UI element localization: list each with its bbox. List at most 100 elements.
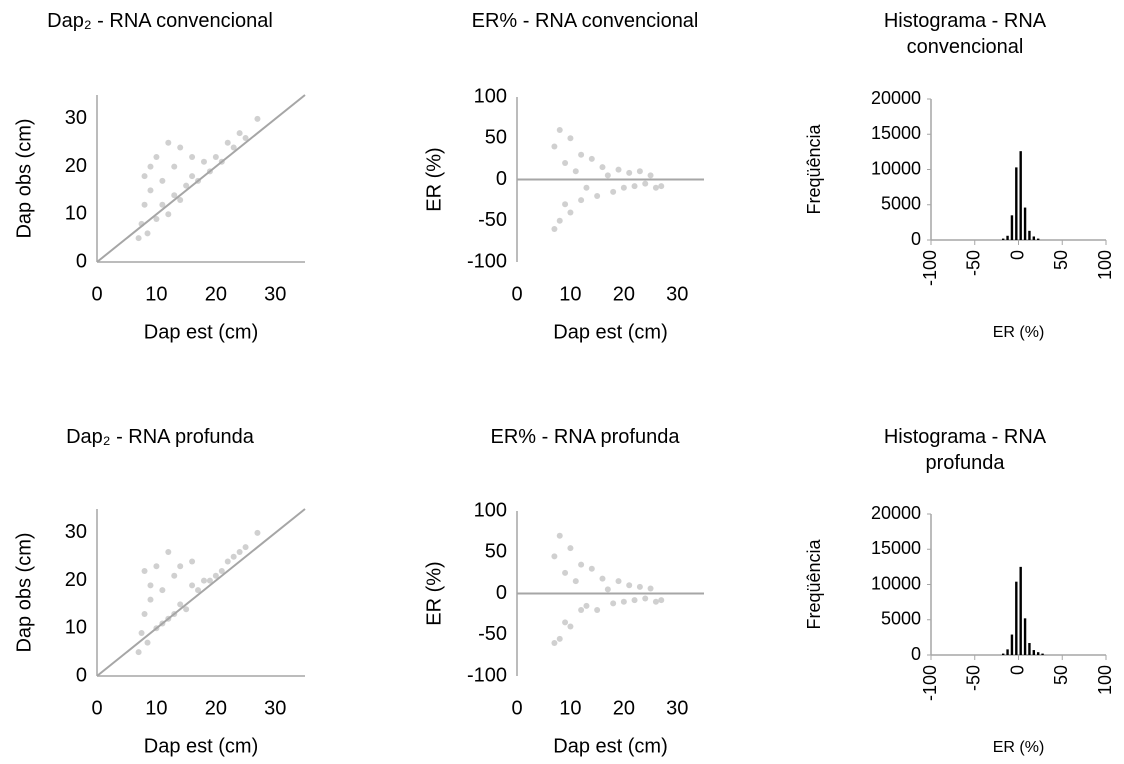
point <box>620 598 627 605</box>
x-tick-label: 10 <box>559 283 581 305</box>
point <box>599 164 606 171</box>
x-tick-label: 20 <box>205 283 227 305</box>
y-tick-label: 20 <box>65 155 87 177</box>
chart-title: Histograma - RNA convencional <box>883 10 1047 58</box>
x-tick-label: 0 <box>1007 250 1027 260</box>
bar <box>1023 618 1027 655</box>
x-tick-label: 10 <box>145 283 167 305</box>
point <box>562 619 569 626</box>
point <box>144 639 151 646</box>
point <box>189 173 196 180</box>
identity-line <box>96 508 306 677</box>
y-tick-label: 0 <box>76 250 87 272</box>
x-tick-label: 50 <box>1051 250 1071 270</box>
point <box>147 163 154 170</box>
point <box>562 569 569 576</box>
point <box>551 640 558 646</box>
point <box>588 155 595 162</box>
x-tick-label: 10 <box>559 697 581 719</box>
point <box>171 163 178 170</box>
y-axis-label: ER (%) <box>423 147 445 211</box>
point <box>567 135 574 142</box>
point <box>652 184 659 191</box>
point <box>610 188 617 195</box>
point <box>171 572 178 579</box>
bar <box>1019 151 1022 240</box>
point <box>642 595 649 602</box>
y-tick-label: 10000 <box>871 158 921 178</box>
y-tick-label: 10 <box>65 203 87 225</box>
x-tick-label: 100 <box>1095 250 1115 280</box>
point <box>254 529 261 536</box>
chart-title: Histograma - RNA profunda <box>883 426 1047 474</box>
y-tick-label: 5000 <box>881 194 921 214</box>
bar <box>1041 653 1044 655</box>
x-tick-label: 20 <box>205 697 227 719</box>
y-tick-label: 50 <box>485 541 507 563</box>
x-axis-label: Dap est (cm) <box>553 321 667 343</box>
bar <box>1032 236 1036 240</box>
point <box>236 548 243 555</box>
x-tick-label: 30 <box>264 283 286 305</box>
point <box>189 582 196 589</box>
point <box>206 577 213 584</box>
point <box>647 585 654 592</box>
y-tick-label: 0 <box>911 229 921 249</box>
point <box>147 582 154 589</box>
y-tick-label: 15000 <box>871 538 921 558</box>
point <box>165 139 172 146</box>
y-tick-label: -50 <box>478 209 507 231</box>
bar <box>1028 643 1031 655</box>
point <box>556 635 563 642</box>
bar <box>1032 650 1036 655</box>
chart-title: ER% - RNA convencional <box>471 10 699 32</box>
bar <box>1006 649 1009 655</box>
point <box>658 597 665 604</box>
x-axis-label: ER (%) <box>993 739 1045 756</box>
x-tick-label: 30 <box>666 697 688 719</box>
point <box>551 143 558 150</box>
point <box>141 201 148 208</box>
point <box>578 607 585 613</box>
point <box>567 623 574 630</box>
point <box>594 607 601 613</box>
point <box>159 177 166 184</box>
point <box>138 630 145 637</box>
point <box>200 158 207 165</box>
point <box>620 184 627 191</box>
point <box>636 583 643 590</box>
point <box>141 173 148 180</box>
point <box>165 211 172 218</box>
bar <box>1006 235 1009 240</box>
bar <box>1036 238 1040 240</box>
y-tick-label: 20000 <box>871 88 921 108</box>
point <box>562 160 569 166</box>
point <box>556 127 563 133</box>
bar <box>1001 653 1005 655</box>
point <box>610 600 617 607</box>
chart-title: Dap₂ - RNA profunda <box>66 426 254 448</box>
x-axis-label: Dap est (cm) <box>553 735 667 757</box>
chart-title: ER% - RNA profunda <box>490 426 680 448</box>
bar <box>1019 566 1022 655</box>
point <box>153 216 160 223</box>
point <box>177 196 184 203</box>
x-tick-label: 100 <box>1095 665 1115 695</box>
x-tick-label: -50 <box>964 250 984 276</box>
point <box>159 201 166 208</box>
bar <box>1015 581 1018 655</box>
y-axis-label: Freqüência <box>804 123 824 214</box>
point <box>578 151 585 158</box>
point <box>652 598 659 605</box>
point <box>567 209 574 216</box>
bar <box>1010 215 1014 240</box>
y-tick-label: 100 <box>474 499 507 521</box>
x-tick-label: 10 <box>145 697 167 719</box>
x-tick-label: -100 <box>920 665 940 701</box>
identity-line <box>96 94 306 263</box>
point <box>177 563 184 570</box>
bar <box>1028 230 1031 240</box>
y-axis-label: Dap obs (cm) <box>13 532 35 652</box>
